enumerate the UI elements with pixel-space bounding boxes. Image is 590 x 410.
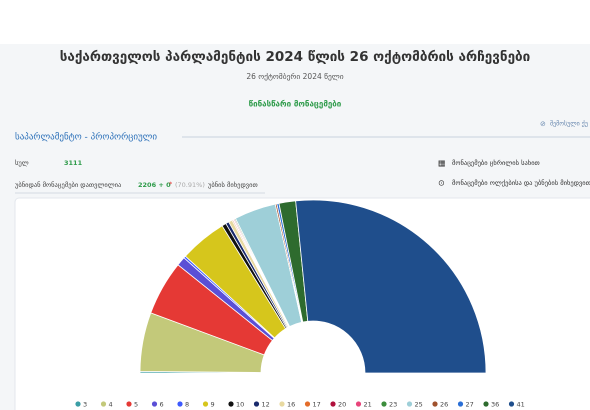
map-icon: ⊙ bbox=[438, 179, 445, 188]
chart: 3 4 5 6 8 9 10 12 16 17 20 21 23 25 26 27 36 41 bbox=[75, 199, 525, 409]
table-link[interactable]: მონაცემები ცხრილის სახით bbox=[452, 158, 540, 167]
legend-swatch bbox=[432, 401, 438, 407]
legend-swatch bbox=[253, 401, 260, 407]
legend-label: 41 bbox=[517, 401, 525, 409]
status: წინასწარი მონაცემები bbox=[249, 99, 342, 109]
legend-label: 23 bbox=[389, 401, 397, 409]
legend-swatch bbox=[508, 401, 515, 407]
legend-swatch bbox=[177, 401, 183, 407]
legend-label: 12 bbox=[262, 401, 270, 409]
counted-suffix: უბნის მიხედვით bbox=[208, 181, 258, 189]
table-icon: ▦ bbox=[438, 159, 446, 168]
segment bbox=[295, 199, 487, 374]
legend-swatch bbox=[279, 401, 285, 407]
legend-label: 8 bbox=[185, 401, 189, 409]
share-link[interactable]: შემოსული ქუ bbox=[550, 121, 588, 128]
legend-swatch bbox=[228, 401, 234, 407]
star: * bbox=[169, 180, 173, 188]
total-label: სულ bbox=[15, 159, 29, 167]
legend-swatch bbox=[483, 401, 489, 407]
legend-swatch bbox=[330, 401, 336, 407]
section-title: საპარლამენტო - პროპორციული bbox=[15, 132, 157, 143]
total: 3111 bbox=[64, 159, 83, 167]
date: 26 ოქტომბერი 2024 წელი bbox=[246, 72, 343, 81]
percent: (70.91%) bbox=[175, 181, 205, 189]
legend-label: 20 bbox=[338, 401, 346, 409]
legend-swatch bbox=[406, 401, 413, 407]
legend-label: 36 bbox=[491, 401, 499, 409]
legend-swatch bbox=[355, 401, 362, 407]
legend-label: 25 bbox=[415, 401, 423, 409]
legend-label: 9 bbox=[211, 401, 215, 409]
legend-label: 10 bbox=[236, 401, 244, 409]
legend-label: 21 bbox=[364, 401, 372, 409]
legend-swatch bbox=[202, 401, 209, 407]
share-icon: ⊘ bbox=[540, 120, 546, 128]
legend-label: 5 bbox=[134, 401, 138, 409]
legend-swatch bbox=[126, 401, 132, 407]
legend-swatch bbox=[381, 401, 387, 407]
legend-label: 4 bbox=[109, 401, 113, 409]
counted: 2206 + 0 bbox=[138, 181, 171, 189]
page-title: საქართველოს პარლამენტის 2024 წლის 26 ოქტ… bbox=[60, 49, 531, 65]
legend-swatch bbox=[304, 401, 311, 407]
counted-label: უბნიდან მონაცემები დათვლილია bbox=[15, 181, 121, 189]
top-bar bbox=[0, 0, 590, 44]
legend-swatch bbox=[151, 401, 158, 407]
legend-swatch bbox=[75, 401, 81, 407]
districts-link[interactable]: მონაცემები ოლქებისა და უბნების მიხედვით bbox=[452, 179, 590, 187]
legend-swatch bbox=[457, 401, 464, 407]
legend-label: 6 bbox=[160, 401, 164, 409]
legend-label: 17 bbox=[313, 401, 321, 409]
legend-label: 3 bbox=[83, 401, 87, 409]
legend-label: 16 bbox=[287, 401, 295, 409]
legend-label: 26 bbox=[440, 401, 448, 409]
legend-label: 27 bbox=[466, 401, 474, 409]
legend-swatch bbox=[100, 401, 107, 407]
